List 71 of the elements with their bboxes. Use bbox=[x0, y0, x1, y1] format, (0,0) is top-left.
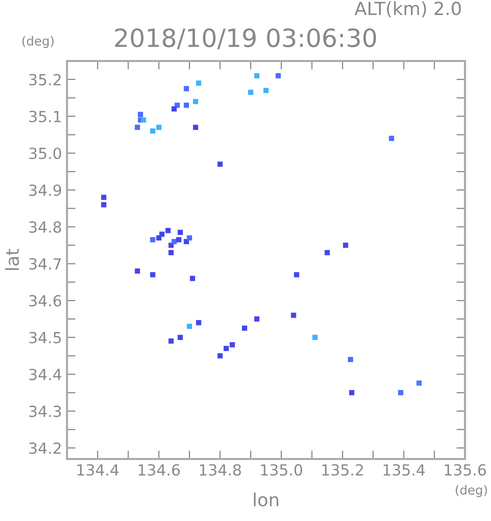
chart-title: 2018/10/19 03:06:30 bbox=[115, 28, 376, 50]
point bbox=[349, 390, 354, 396]
point bbox=[217, 353, 223, 358]
x-tick-label: 135.2 bbox=[322, 464, 363, 476]
point bbox=[150, 272, 156, 278]
point bbox=[172, 106, 177, 112]
point bbox=[101, 202, 106, 208]
point bbox=[176, 237, 182, 242]
text: (deg) bbox=[22, 36, 54, 48]
point bbox=[184, 102, 189, 108]
x-tick-label: 134.6 bbox=[138, 464, 180, 476]
point bbox=[156, 124, 162, 130]
point bbox=[140, 117, 146, 123]
point bbox=[134, 268, 140, 274]
x-tick-label: 135.4 bbox=[384, 464, 425, 476]
point bbox=[186, 235, 192, 240]
point bbox=[290, 312, 296, 318]
x-tick-label: 134.8 bbox=[200, 464, 241, 476]
point bbox=[168, 250, 174, 256]
y-tick-label: 34.7 bbox=[29, 258, 61, 270]
point bbox=[398, 390, 404, 396]
point bbox=[165, 228, 171, 234]
point bbox=[192, 124, 198, 130]
y-tick-label: 34.9 bbox=[29, 184, 62, 196]
point bbox=[178, 334, 183, 340]
point bbox=[150, 237, 156, 242]
point bbox=[192, 98, 198, 104]
point bbox=[276, 73, 281, 78]
point bbox=[224, 346, 229, 352]
point bbox=[248, 90, 254, 95]
point bbox=[150, 128, 156, 134]
y-tick-label: 34.3 bbox=[29, 406, 61, 418]
y-tick-label: 35.1 bbox=[29, 110, 61, 122]
point bbox=[230, 342, 235, 348]
point bbox=[217, 162, 223, 167]
y-tick-label: 34.6 bbox=[29, 295, 62, 307]
point bbox=[190, 276, 196, 282]
y-tick-label: 35.2 bbox=[29, 74, 61, 86]
y-tick-label: 34.2 bbox=[29, 442, 61, 454]
point bbox=[254, 316, 260, 322]
point bbox=[138, 112, 144, 118]
x-axis-title: lon bbox=[254, 492, 278, 507]
y-tick-label: 34.4 bbox=[29, 368, 62, 380]
x-tick-label: 135.6 bbox=[444, 464, 486, 476]
point bbox=[388, 136, 394, 141]
point bbox=[134, 124, 140, 130]
x-tick-label: 134.4 bbox=[77, 464, 119, 476]
y-tick-label: 35.0 bbox=[29, 148, 62, 160]
point bbox=[168, 338, 174, 344]
text: (deg) bbox=[456, 484, 487, 498]
point bbox=[159, 232, 165, 237]
point bbox=[348, 356, 354, 362]
chart-subtitle: ALT(km) 2.0 bbox=[354, 1, 461, 18]
y-tick-label: 34.5 bbox=[29, 332, 61, 344]
point bbox=[254, 73, 260, 78]
x-tick-label: 135.0 bbox=[261, 464, 302, 476]
point bbox=[186, 324, 192, 329]
point bbox=[312, 334, 318, 340]
point bbox=[294, 272, 300, 278]
point bbox=[101, 194, 106, 200]
point bbox=[263, 88, 269, 94]
point bbox=[196, 320, 202, 326]
y-tick-label: 34.8 bbox=[29, 221, 62, 233]
y-axis-title: lat bbox=[5, 248, 20, 270]
point bbox=[184, 86, 189, 92]
point bbox=[324, 250, 330, 256]
point bbox=[343, 242, 348, 248]
point bbox=[178, 230, 183, 235]
point bbox=[196, 80, 202, 86]
point bbox=[242, 326, 248, 331]
point bbox=[416, 380, 422, 386]
